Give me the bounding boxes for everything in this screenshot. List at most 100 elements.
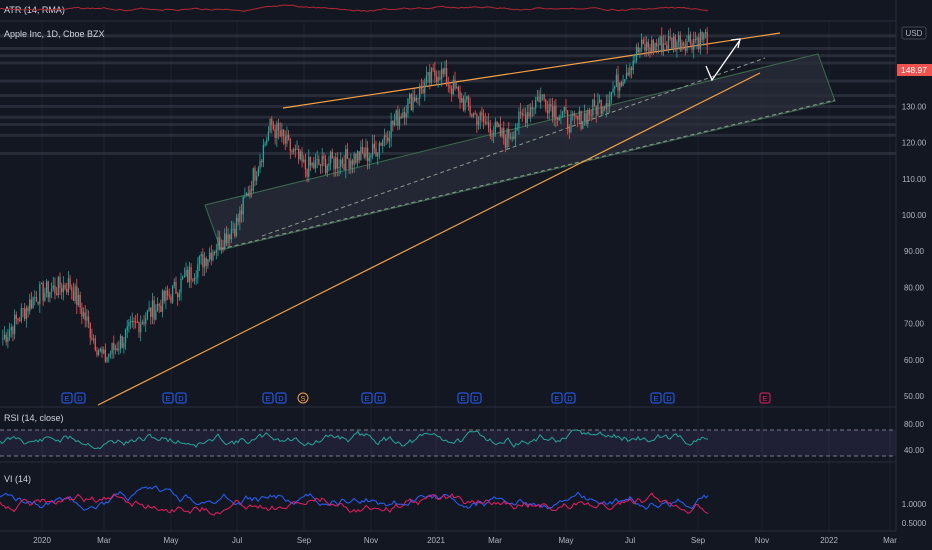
candle-body: [572, 113, 574, 116]
atr-panel[interactable]: ATR (14, RMA): [0, 4, 709, 15]
candle-body: [316, 159, 318, 161]
candle-body: [19, 320, 21, 322]
earnings-marker[interactable]: [61, 392, 73, 404]
candle-body: [461, 97, 463, 103]
candle-body: [593, 99, 596, 107]
candle-body: [145, 318, 147, 324]
candle-body: [286, 134, 288, 144]
candle-body: [498, 124, 500, 127]
candle-body: [61, 288, 63, 293]
time-axis[interactable]: 2020 Mar May Jul Sep Nov 2021 Mar May Jul Sep Nov 20…: [33, 536, 897, 545]
candle-body: [558, 116, 560, 121]
candle-body: [482, 115, 485, 122]
candle-body: [195, 277, 197, 279]
candle-body: [398, 116, 401, 126]
candle-body: [103, 349, 105, 354]
lower-trendline: [97, 72, 761, 406]
vi-panel[interactable]: VI (14): [0, 474, 709, 516]
earnings-marker[interactable]: [650, 392, 662, 404]
candle-body: [477, 120, 480, 126]
candle-body: [64, 284, 66, 290]
vi-plus-line: [0, 485, 709, 511]
candle-body: [504, 138, 507, 148]
dividend-marker[interactable]: [470, 392, 482, 404]
candle-body: [271, 118, 273, 125]
candle-body: [47, 281, 49, 298]
event-marker-label: D: [567, 394, 573, 403]
currency-badge[interactable]: [901, 26, 927, 40]
candle-body: [587, 110, 589, 125]
candle-body: [528, 112, 530, 117]
candle-body: [407, 98, 409, 114]
candle-body: [326, 165, 328, 174]
candle-body: [634, 60, 636, 62]
candle-body: [430, 68, 433, 83]
candle-body: [30, 299, 33, 309]
level-band: [0, 61, 896, 65]
candle-body: [452, 79, 454, 95]
candle-body: [193, 277, 196, 281]
earnings-marker[interactable]: [457, 392, 469, 404]
earnings-marker[interactable]: [262, 392, 274, 404]
time-tick: Jul: [625, 536, 635, 545]
candle-body: [425, 75, 428, 83]
dividend-marker[interactable]: [564, 392, 576, 404]
price-tick: 130.00: [902, 102, 927, 111]
candle-body: [308, 156, 310, 177]
candle-body: [237, 217, 239, 222]
candle-body: [282, 129, 285, 137]
candle-body: [514, 129, 517, 139]
earnings-marker[interactable]: [162, 392, 174, 404]
dividend-marker[interactable]: [374, 392, 386, 404]
earnings-marker[interactable]: [551, 392, 563, 404]
candle-body: [220, 247, 223, 250]
candle-body: [22, 308, 24, 310]
candle-body: [303, 159, 305, 162]
rsi-panel[interactable]: RSI (14, close): [0, 413, 896, 457]
candle-body: [262, 144, 265, 163]
dividend-marker[interactable]: [175, 392, 187, 404]
candle-body: [158, 304, 160, 306]
candle-body: [328, 163, 330, 166]
candle-body: [627, 72, 629, 75]
earnings-marker[interactable]: [361, 392, 373, 404]
candle-body: [324, 158, 327, 174]
candle-body: [141, 322, 143, 325]
dividend-marker[interactable]: [663, 392, 675, 404]
candle-body: [508, 128, 510, 139]
candle-body: [256, 176, 258, 181]
candle-body: [240, 210, 243, 215]
candle-body: [348, 158, 350, 169]
earnings-marker[interactable]: [759, 392, 771, 404]
candle-body: [8, 330, 11, 338]
candle-body: [432, 68, 434, 70]
candle-body: [688, 34, 690, 41]
candle-body: [440, 68, 443, 80]
time-tick: Mar: [883, 536, 897, 545]
split-marker[interactable]: [297, 392, 309, 404]
candle-body: [363, 153, 365, 158]
candle-body: [40, 282, 43, 284]
candle-body: [689, 34, 691, 44]
candle-body: [329, 151, 332, 164]
candle-body: [203, 258, 206, 268]
candle-body: [232, 228, 234, 230]
candle-body: [114, 348, 117, 350]
dividend-marker[interactable]: [275, 392, 287, 404]
candle-body: [397, 110, 399, 126]
candle-body: [113, 343, 115, 350]
candle-body: [639, 48, 641, 53]
candle-body: [671, 37, 673, 49]
candle-body: [486, 122, 488, 124]
candle-body: [294, 149, 296, 151]
candle-body: [662, 43, 665, 53]
candle-body: [39, 283, 41, 304]
candle-body: [296, 148, 298, 150]
dividend-marker[interactable]: [74, 392, 86, 404]
candle-body: [119, 336, 122, 349]
candle-body: [434, 69, 436, 77]
candle-body: [489, 128, 491, 137]
